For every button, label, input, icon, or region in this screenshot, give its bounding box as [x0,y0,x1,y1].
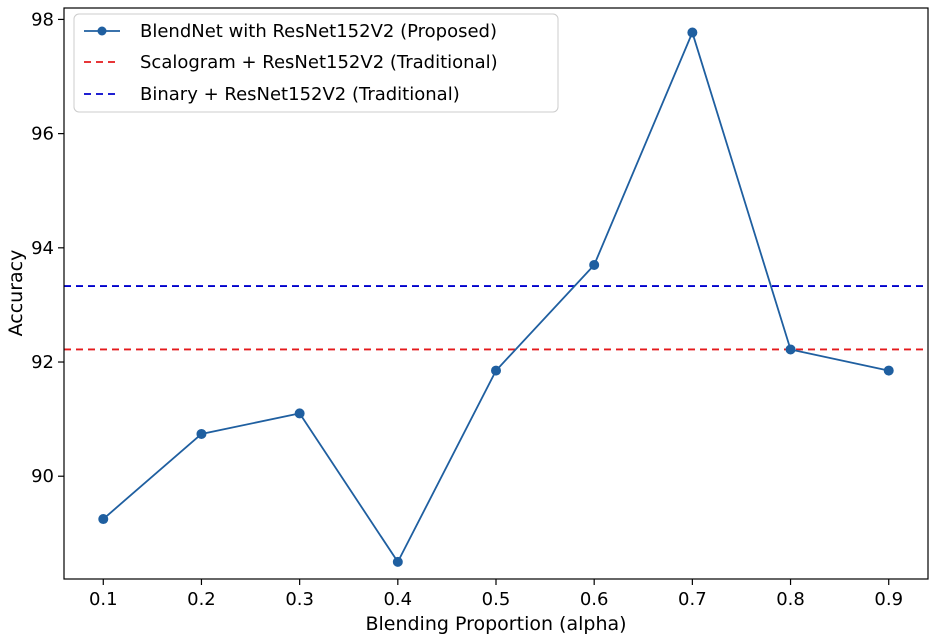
x-axis-title: Blending Proportion (alpha) [365,613,626,635]
proposed-series [98,27,894,567]
x-tick-label: 0.2 [187,589,216,610]
x-tick-label: 0.1 [89,589,118,610]
x-tick-label: 0.9 [874,589,903,610]
data-point [294,408,305,419]
y-tick-label: 90 [31,466,54,487]
y-tick-label: 94 [31,238,54,259]
y-axis-title: Accuracy [5,250,27,337]
x-tick-label: 0.3 [285,589,314,610]
legend-label: Binary + ResNet152V2 (Traditional) [140,84,460,105]
y-axis: 90 92 94 96 98 [31,9,64,487]
legend: BlendNet with ResNet152V2 (Proposed) Scal… [73,13,559,113]
data-point [98,514,109,525]
data-point [491,365,501,376]
data-point [392,556,403,567]
x-tick-label: 0.4 [383,589,412,610]
legend-label: BlendNet with ResNet152V2 (Proposed) [140,21,497,42]
data-point [196,428,207,439]
y-tick-label: 98 [31,9,54,30]
x-tick-label: 0.8 [776,589,805,610]
x-tick-label: 0.5 [482,589,511,610]
data-point [883,365,894,376]
data-point [589,259,600,270]
legend-marker [97,26,107,36]
data-point [785,344,796,355]
reference-lines [64,285,928,351]
legend-box [73,13,559,113]
y-tick-label: 92 [31,352,54,373]
y-tick-label: 96 [31,124,54,145]
x-axis: 0.1 0.2 0.3 0.4 0.5 0.6 0.7 0.8 0.9 [89,579,903,610]
x-tick-label: 0.7 [678,589,707,610]
data-point [687,27,698,38]
legend-label: Scalogram + ResNet152V2 (Traditional) [140,52,498,73]
x-tick-label: 0.6 [580,589,609,610]
